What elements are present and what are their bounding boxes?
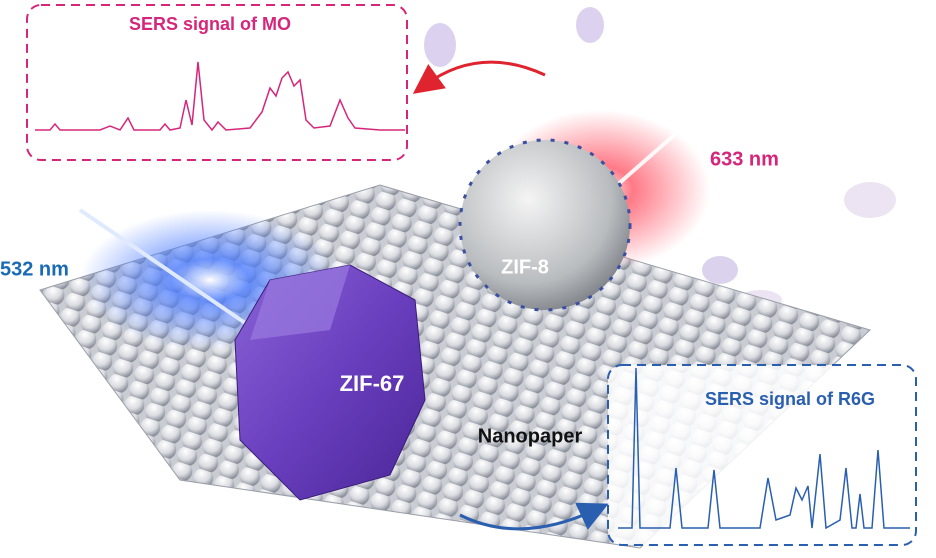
laser-633-label: 633 nm xyxy=(710,148,779,170)
mo-spectrum xyxy=(35,61,405,132)
r6g-title: SERS signal of R6G xyxy=(705,389,875,409)
zif67-label: ZIF-67 xyxy=(340,371,405,396)
r6g-spectrum xyxy=(618,367,910,530)
blue-beam xyxy=(78,208,272,342)
zif67-facet xyxy=(250,265,350,340)
red-beam xyxy=(598,58,762,202)
arrow-to-mo xyxy=(412,60,546,94)
petals xyxy=(424,7,896,310)
mo-spectrum-box xyxy=(26,4,408,161)
zif8-label: ZIF-8 xyxy=(501,256,549,278)
arrow-to-r6g xyxy=(459,502,609,531)
r6g-spectrum-box xyxy=(607,364,917,546)
nanopaper-label: Nanopaper xyxy=(478,425,583,447)
mo-title: SERS signal of MO xyxy=(129,14,291,34)
laser-532-label: 532 nm xyxy=(0,258,69,280)
zif8-particle xyxy=(458,138,632,312)
